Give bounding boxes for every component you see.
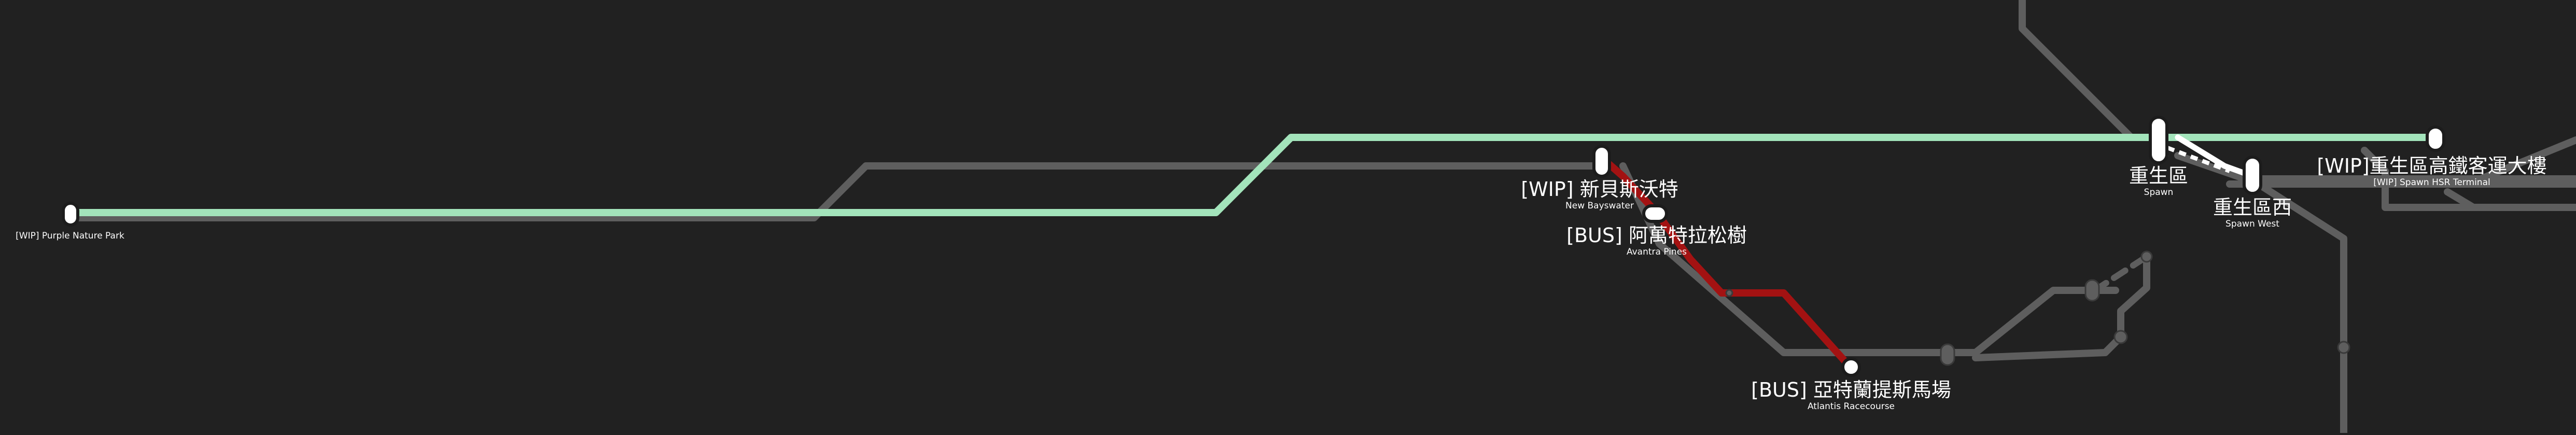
station-spawn-sub: Spawn <box>2144 187 2174 198</box>
station-avantra-pines[interactable] <box>1642 204 1668 223</box>
spawn-transfer-link-dashed <box>2166 146 2231 173</box>
minor-station-branch-low[interactable] <box>2113 330 2128 344</box>
station-spawn-hsr-terminal[interactable] <box>2426 125 2445 152</box>
station-spawn-west[interactable] <box>2243 156 2262 195</box>
grey-line-branch-dashed <box>2092 254 2150 293</box>
stations: [WIP] Purple Nature Park [WIP] 新貝斯沃特 New… <box>16 116 2547 412</box>
green-route <box>66 134 2441 216</box>
minor-station-south[interactable] <box>2337 341 2350 354</box>
station-new-bayswater-name: [WIP] 新貝斯沃特 <box>1521 178 1678 201</box>
station-spawn-name: 重生區 <box>2129 164 2188 187</box>
station-avantra-pines-name: [BUS] 阿萬特拉松樹 <box>1566 224 1747 247</box>
station-atlantis-racecourse-sub: Atlantis Racecourse <box>1808 401 1895 412</box>
grey-line-racecourse-east <box>1863 287 2119 356</box>
station-atlantis-racecourse-name: [BUS] 亞特蘭提斯馬場 <box>1751 378 1951 401</box>
station-spawn-hsr-terminal-sub: [WIP] Spawn HSR Terminal <box>2373 177 2490 188</box>
station-spawn-west-sub: Spawn West <box>2225 219 2279 229</box>
station-new-bayswater[interactable] <box>1592 145 1611 178</box>
minor-station-red-corner[interactable] <box>1725 289 1733 297</box>
grey-line-north-west <box>2019 0 2168 159</box>
station-purple-nature-park[interactable] <box>62 202 79 227</box>
minor-stations <box>1725 250 2350 366</box>
station-spawn-hsr-terminal-name: [WIP]重生區高鐵客運大樓 <box>2317 155 2546 177</box>
other-lines <box>66 0 2576 435</box>
grey-line-north-east <box>2407 136 2576 188</box>
bus-route-red <box>1599 155 1855 372</box>
grey-line-south <box>2247 175 2347 435</box>
minor-station-branch-top[interactable] <box>2140 250 2153 263</box>
station-avantra-pines-sub: Avantra Pines <box>1627 247 1687 257</box>
minor-station-branch-mid[interactable] <box>2084 279 2100 302</box>
grey-line-racecourse-east-2 <box>1972 333 2124 361</box>
station-purple-nature-park-sub: [WIP] Purple Nature Park <box>16 231 124 241</box>
grey-line-west <box>66 162 1601 221</box>
grey-line-north-east-2 <box>2361 147 2576 211</box>
grey-line-north-east-3 <box>2444 188 2477 211</box>
station-spawn[interactable] <box>2149 116 2168 164</box>
station-new-bayswater-sub: New Bayswater <box>1565 201 1634 211</box>
grey-line-central <box>1619 162 1870 356</box>
station-atlantis-racecourse[interactable] <box>1841 357 1861 377</box>
station-spawn-west-name: 重生區西 <box>2213 196 2292 219</box>
grey-line-branch <box>2117 253 2150 341</box>
minor-station-racecourse-east[interactable] <box>1940 343 1955 366</box>
